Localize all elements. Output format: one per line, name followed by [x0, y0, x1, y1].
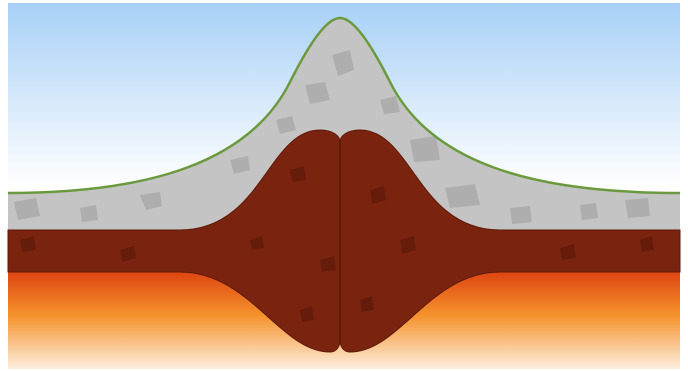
surface-line [7, 16, 681, 195]
lithosphere [7, 129, 681, 353]
lithosphere-texture [20, 166, 654, 322]
crust-texture [14, 50, 650, 224]
